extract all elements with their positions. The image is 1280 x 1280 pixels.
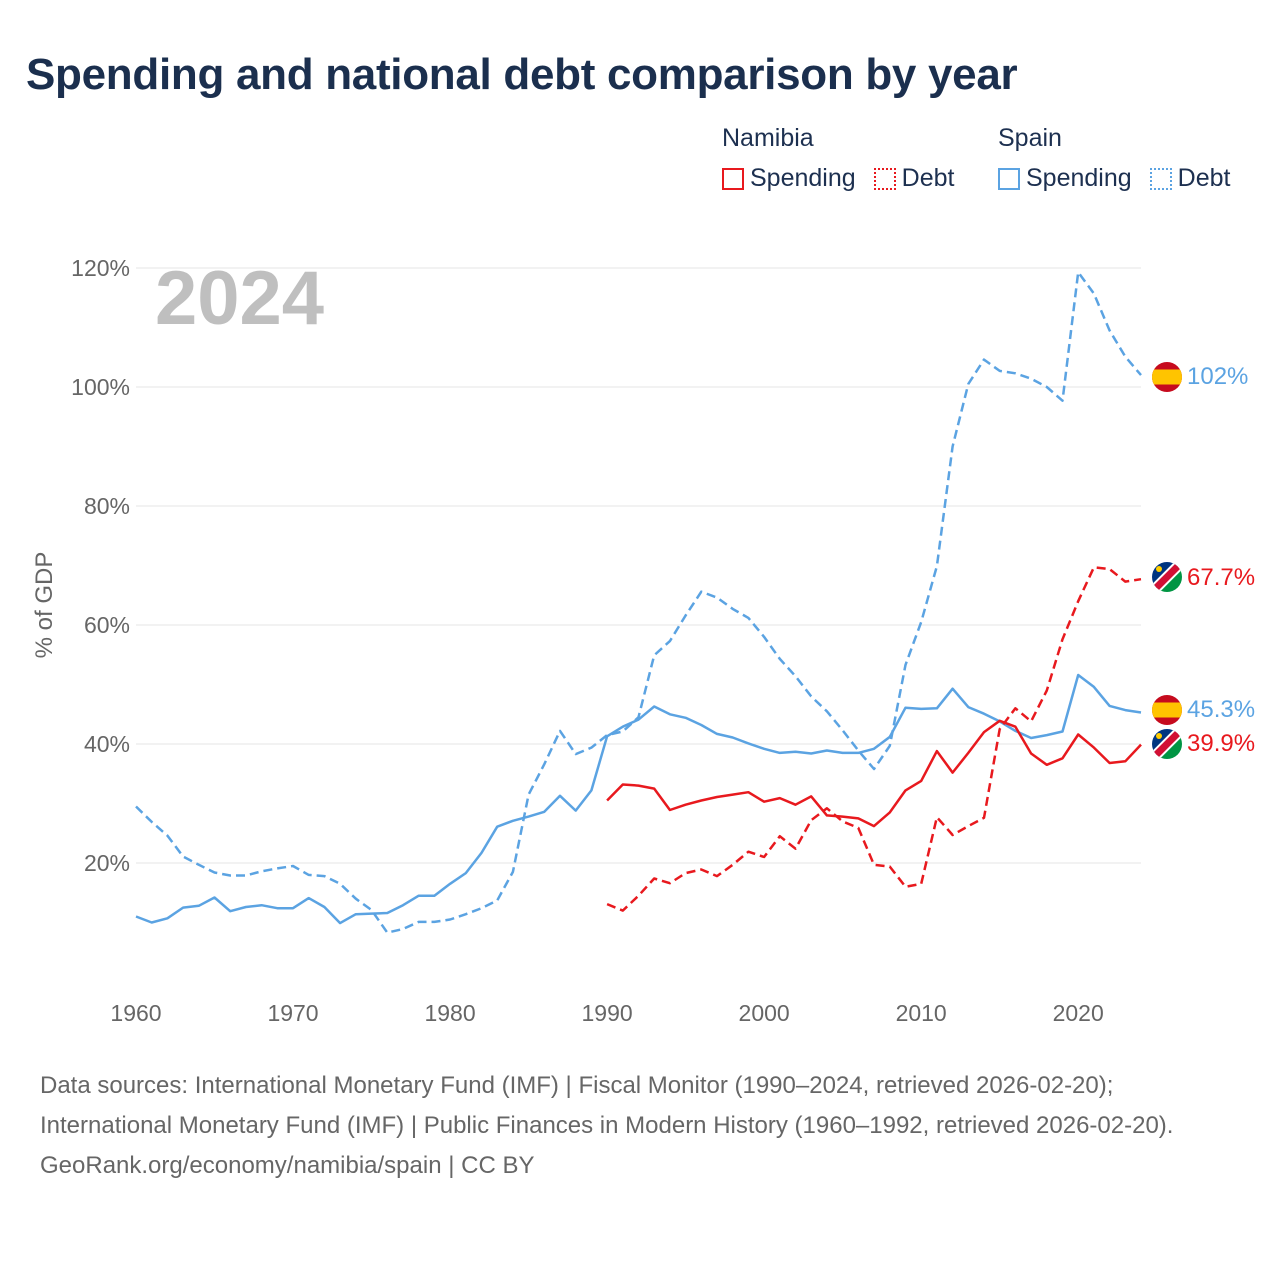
x-tick-label: 2020	[1053, 1000, 1104, 1026]
legend-swatch-namibia-debt	[873, 167, 896, 190]
y-tick-label: 40%	[84, 731, 130, 757]
x-tick-label: 1970	[267, 1000, 318, 1026]
series-line-namibia-debt[interactable]	[606, 566, 1142, 912]
x-tick-label: 2000	[739, 1000, 790, 1026]
y-tick-label: 100%	[71, 374, 130, 400]
footer: Data sources: International Monetary Fun…	[40, 1066, 1240, 1186]
legend-swatch-spain-debt	[1149, 167, 1172, 190]
data-sources: Data sources: International Monetary Fun…	[40, 1072, 1174, 1139]
x-tick-label: 1960	[110, 1000, 161, 1026]
end-label-namibia-spending: 39.9%	[1187, 730, 1255, 757]
end-label-spain-debt: 102%	[1187, 363, 1248, 390]
end-label-spain-spending: 45.3%	[1187, 696, 1255, 723]
series-line-spain-debt[interactable]	[135, 270, 1142, 934]
legend-namibia: Namibia Spending Debt	[722, 124, 954, 193]
legend-label-spain-spending: Spending	[1026, 164, 1132, 192]
namibia-flag-icon	[1152, 729, 1182, 759]
x-axis-tick-labels: 1960 1970 1980 1990 2000 2010 2020	[110, 1000, 1103, 1026]
year-label: 2024	[155, 256, 324, 341]
legend-spain-spending[interactable]: Spending	[998, 164, 1132, 193]
y-tick-label: 20%	[84, 850, 130, 876]
legend-spain-debt[interactable]: Debt	[1149, 164, 1231, 193]
y-tick-label: 60%	[84, 612, 130, 638]
legend-label-namibia-debt: Debt	[901, 164, 955, 192]
namibia-flag-icon	[1152, 562, 1182, 592]
grid-lines	[136, 267, 1141, 864]
legend-namibia-debt[interactable]: Debt	[873, 164, 955, 193]
end-label-namibia-debt: 67.7%	[1187, 564, 1255, 591]
legend-label-spain-debt: Debt	[1177, 164, 1231, 192]
x-tick-label: 2010	[896, 1000, 947, 1026]
legend-namibia-title: Namibia	[722, 124, 814, 152]
series-line-namibia-spending[interactable]	[606, 719, 1142, 828]
legend-swatch-namibia-spending	[722, 167, 744, 190]
credit-link[interactable]: GeoRank.org/economy/namibia/spain | CC B…	[40, 1152, 535, 1179]
legend-spain-title: Spain	[998, 124, 1062, 152]
y-tick-label: 120%	[71, 255, 130, 281]
legend-label-namibia-spending: Spending	[750, 164, 856, 192]
y-axis-label: % of GDP	[31, 552, 58, 659]
series-lines	[135, 270, 1142, 934]
chart-title: Spending and national debt comparison by…	[26, 50, 1018, 99]
legend-namibia-spending[interactable]: Spending	[722, 164, 856, 193]
legend-swatch-spain-spending	[998, 167, 1020, 190]
spain-flag-icon	[1152, 362, 1182, 392]
x-tick-label: 1990	[582, 1000, 633, 1026]
y-tick-label: 80%	[84, 493, 130, 519]
x-tick-label: 1980	[424, 1000, 475, 1026]
legend-spain: Spain Spending Debt	[998, 124, 1230, 193]
line-chart: 20% 40% 60% 80% 100% 120% 1960 1970 1980 1990 200…	[31, 255, 1255, 1026]
series-line-spain-spending[interactable]	[135, 673, 1142, 925]
y-axis-tick-labels: 20% 40% 60% 80% 100% 120%	[71, 255, 130, 876]
spain-flag-icon	[1152, 695, 1182, 725]
